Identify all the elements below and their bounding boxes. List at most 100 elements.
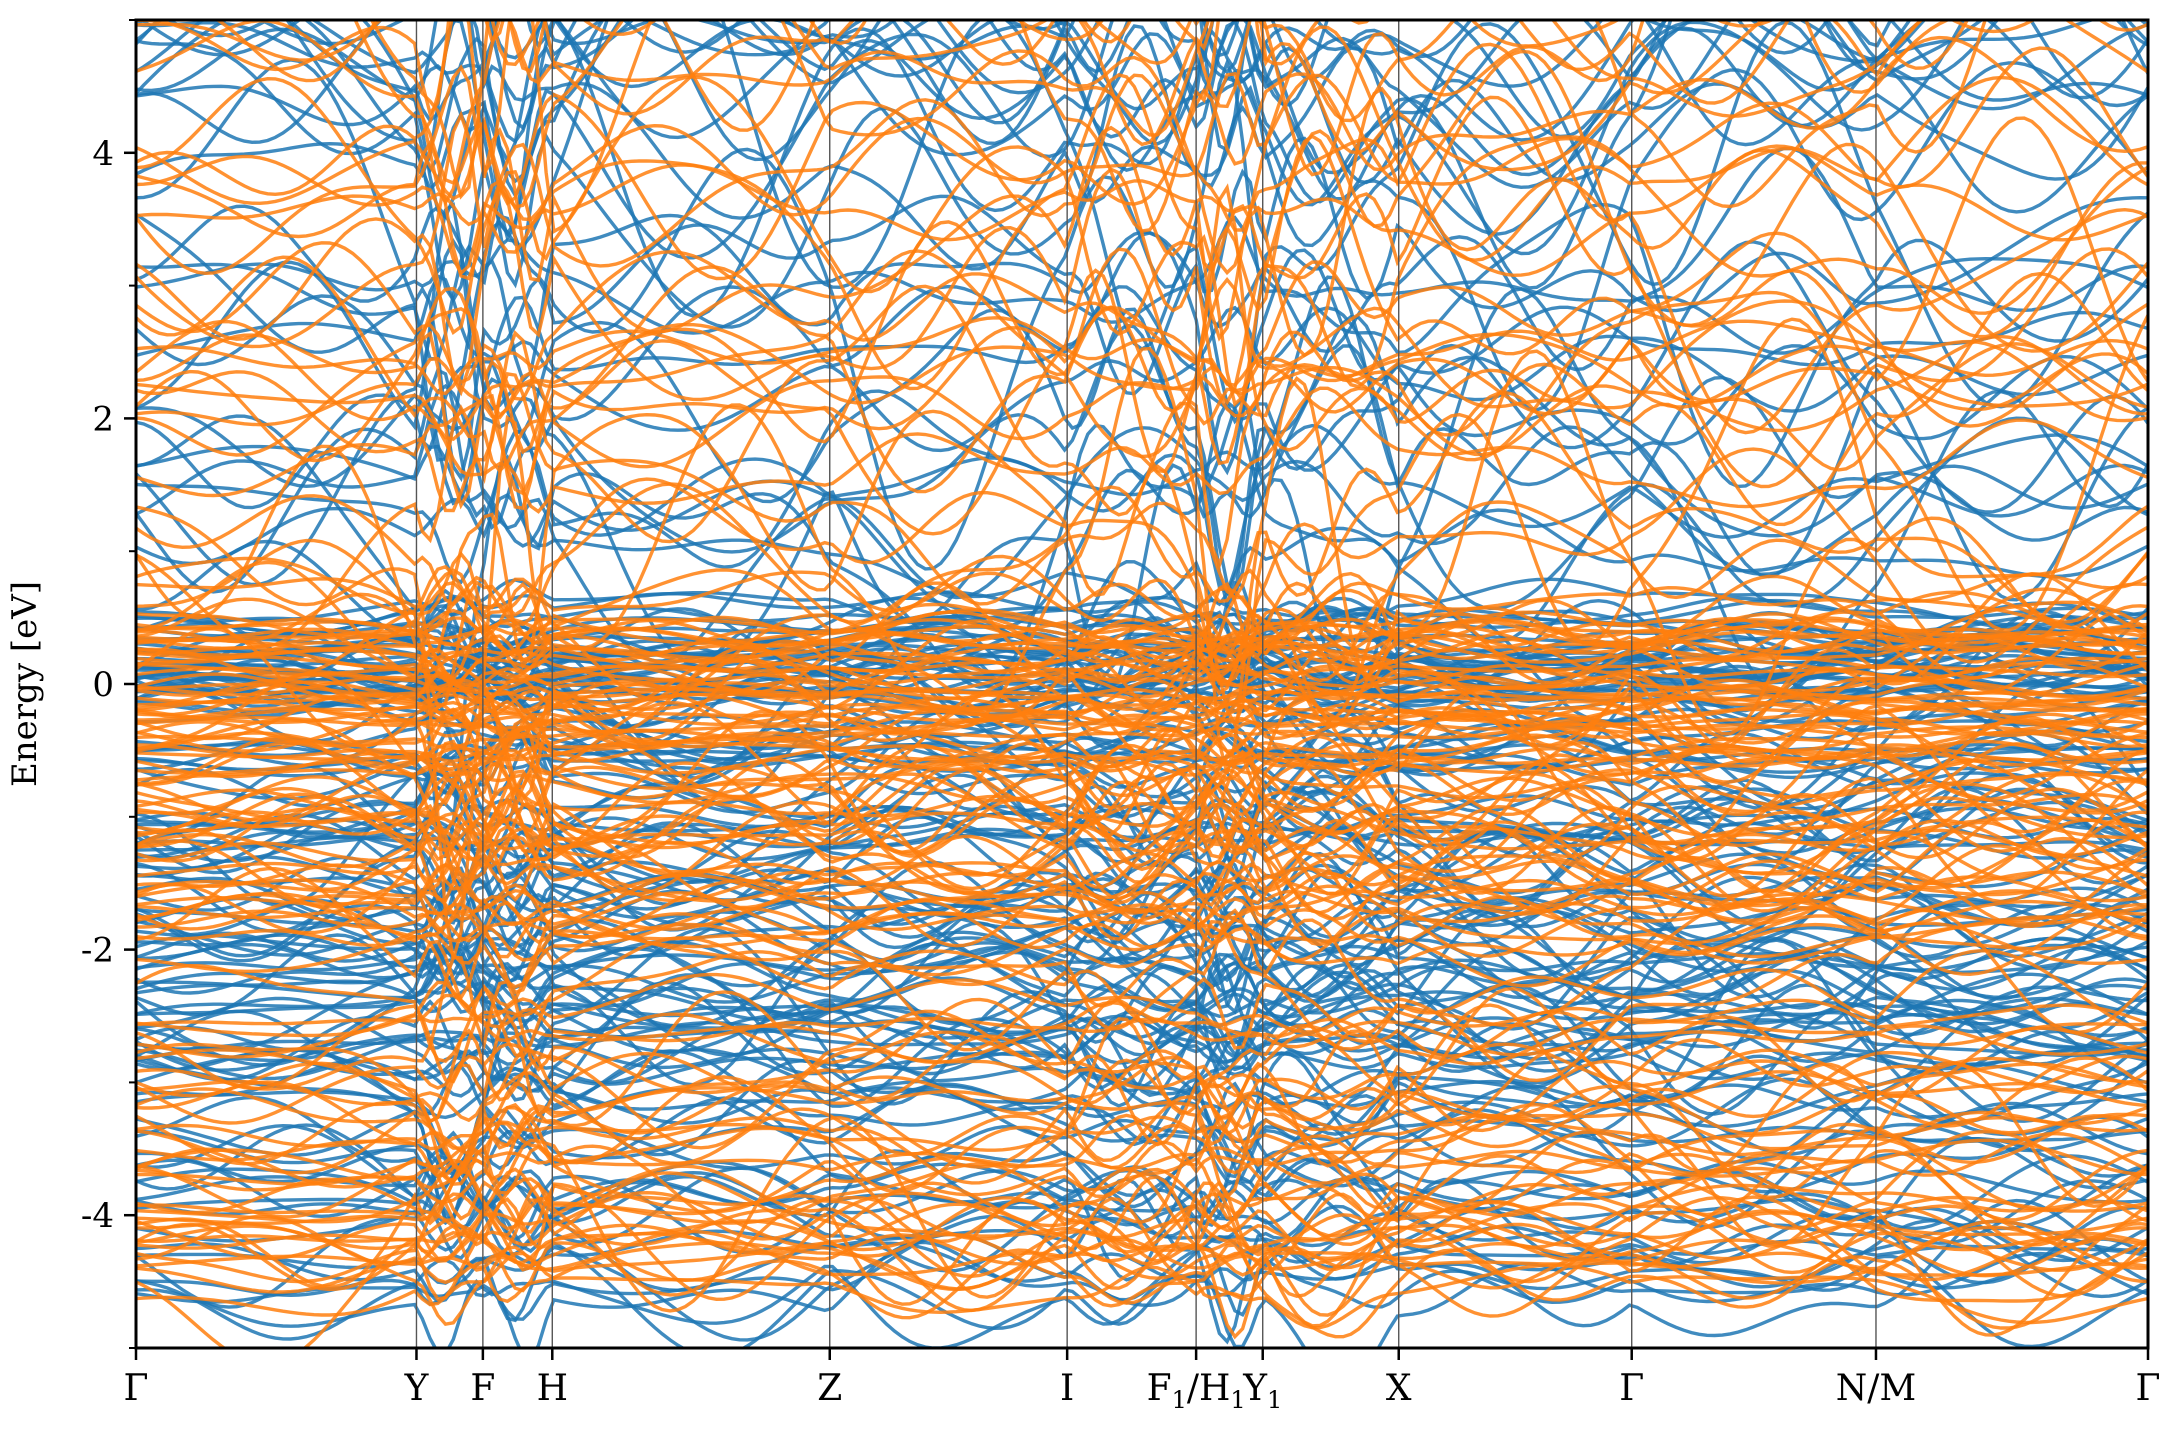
band-line xyxy=(136,884,2148,943)
band-line xyxy=(136,247,2148,632)
kpath-label: H xyxy=(537,1368,568,1409)
y-tick-label: -4 xyxy=(81,1196,114,1236)
band-line xyxy=(136,73,2148,391)
band-line xyxy=(136,1113,2148,1234)
band-line xyxy=(136,1028,2148,1168)
y-tick-label: -2 xyxy=(81,931,114,971)
band-line xyxy=(136,1012,2148,1137)
band-line xyxy=(136,237,2148,600)
kpath-label: Z xyxy=(817,1368,842,1409)
band-line xyxy=(136,20,2148,83)
band-line xyxy=(136,20,2148,358)
y-tick-label: 0 xyxy=(92,665,114,705)
band-line xyxy=(136,20,2148,177)
band-line xyxy=(136,42,2148,435)
band-line xyxy=(136,334,2148,469)
band-line xyxy=(136,1130,2148,1345)
band-line xyxy=(136,271,2148,544)
kpath-label: Y1 xyxy=(1242,1368,1282,1414)
band-line xyxy=(136,690,2148,868)
kpath-label: Y xyxy=(404,1368,430,1409)
band-line xyxy=(136,1032,2148,1136)
band-line xyxy=(136,231,2148,466)
band-line xyxy=(136,482,2148,721)
band-line xyxy=(136,1159,2148,1255)
band-line xyxy=(139,20,2098,147)
band-line xyxy=(136,647,2148,720)
band-line xyxy=(136,677,2148,742)
band-line xyxy=(136,644,2148,708)
band-line xyxy=(136,721,2148,776)
y-tick-label: 4 xyxy=(92,134,114,174)
y-axis: -4 -2 0 2 4 xyxy=(81,19,136,1349)
band-line xyxy=(136,568,2148,726)
band-line xyxy=(136,20,2148,207)
band-line xyxy=(136,1117,2148,1238)
band-line xyxy=(136,20,2148,146)
band-line xyxy=(136,49,2148,408)
band-line xyxy=(136,733,2148,823)
series-2 xyxy=(136,20,2148,1348)
band-line xyxy=(136,1129,2148,1302)
band-line xyxy=(136,700,2148,753)
kpath-label: F1/H1 xyxy=(1147,1368,1246,1414)
band-line xyxy=(136,492,2148,607)
band-line xyxy=(136,447,2148,688)
band-line xyxy=(136,322,2148,442)
band-line xyxy=(136,753,2148,898)
band-line xyxy=(136,955,2148,1169)
band-line xyxy=(136,72,2148,276)
band-line xyxy=(136,859,2148,959)
kpath-lines-layer xyxy=(415,20,1877,1348)
band-line xyxy=(136,57,2148,571)
band-line xyxy=(136,276,2148,496)
band-line xyxy=(136,656,2148,693)
band-line xyxy=(136,723,2148,750)
band-line xyxy=(136,20,2148,142)
band-line xyxy=(136,20,2148,304)
band-line xyxy=(136,862,2148,965)
band-line xyxy=(136,597,2148,701)
band-line xyxy=(136,693,2148,726)
band-line xyxy=(136,739,2148,913)
band-line xyxy=(136,826,2148,905)
band-line xyxy=(136,844,2148,1000)
band-line xyxy=(136,893,2148,987)
band-line xyxy=(353,20,1925,209)
kpath-label: X xyxy=(1386,1368,1412,1409)
band-line xyxy=(136,116,2148,511)
band-line xyxy=(136,744,2148,892)
band-line xyxy=(136,997,2148,1175)
band-line xyxy=(136,346,2148,960)
band-line xyxy=(136,1251,2148,1330)
bands-layer xyxy=(136,20,2148,1348)
band-line xyxy=(369,20,1987,233)
band-line xyxy=(136,972,2148,1038)
band-line xyxy=(136,1192,2148,1318)
band-line xyxy=(136,608,2148,665)
band-line xyxy=(136,20,2148,214)
band-line xyxy=(136,771,2148,878)
kpath-label: Γ xyxy=(1619,1368,1644,1409)
band-line xyxy=(136,873,2148,926)
band-line xyxy=(136,1222,2148,1327)
band-line xyxy=(136,240,2148,610)
band-line xyxy=(165,20,1927,220)
band-line xyxy=(136,986,2148,1200)
band-line xyxy=(136,619,2148,689)
band-line xyxy=(136,1192,2148,1261)
band-line xyxy=(136,1197,2148,1300)
band-line xyxy=(136,1113,2148,1157)
band-line xyxy=(136,717,2148,894)
kpath-label: F xyxy=(470,1368,495,1409)
kpath-label: Γ xyxy=(124,1368,149,1409)
y-axis-label: Energy [eV] xyxy=(5,581,45,787)
band-line xyxy=(136,144,2148,278)
y-tick-label: 2 xyxy=(92,399,114,439)
band-line xyxy=(136,25,2148,281)
kpath-label: N/M xyxy=(1836,1368,1917,1409)
band-line xyxy=(136,386,2148,514)
band-line xyxy=(136,1061,2148,1313)
